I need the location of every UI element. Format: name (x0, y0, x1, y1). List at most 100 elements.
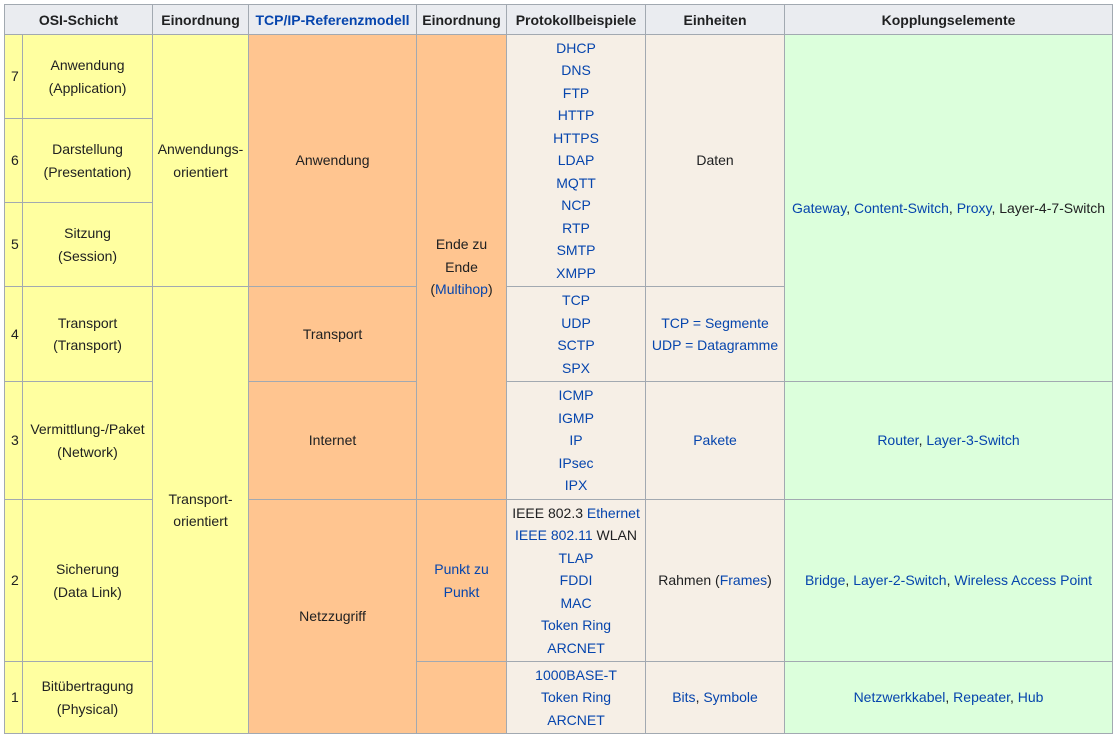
layer-name-en: (Presentation) (43, 163, 132, 180)
header-einheiten[interactable]: Einheiten (645, 4, 786, 35)
einordnung-anwendung: Anwendungs- orientiert (152, 34, 250, 287)
coupling-text: Layer-4-7-Switch (999, 199, 1106, 216)
protocol-link[interactable]: Ethernet (586, 504, 640, 521)
coupling-physical: Netzwerkkabel, Repeater, Hub (784, 661, 1114, 734)
unit-link[interactable]: Frames (719, 572, 768, 589)
unit-text: ) (767, 572, 772, 589)
protocol-link[interactable]: RTP (562, 219, 590, 236)
protocol-link[interactable]: TLAP (558, 549, 594, 566)
unit-link[interactable]: TCP = Segmente (661, 314, 769, 331)
einordnung2-text: Ende zu (435, 236, 488, 253)
protocol-link[interactable]: HTTP (557, 107, 595, 124)
layer-name: Vermittlung-/Paket (30, 421, 145, 437)
header-tcpip[interactable]: TCP/IP-Referenzmodell (248, 4, 418, 35)
header-row: OSI-Schicht Einordnung TCP/IP-Referenzmo… (3, 4, 1114, 35)
layer-name: Transport (57, 314, 118, 331)
protocol-link[interactable]: SCTP (557, 337, 595, 353)
coupling-link-layer: Bridge, Layer-2-Switch, Wireless Access … (784, 499, 1114, 662)
protocol-text: IEEE 802.3 (512, 504, 587, 521)
protocol-link[interactable]: FDDI (559, 572, 593, 589)
table-row: 6 Darstellung (Presentation) (4, 118, 1113, 203)
protocol-link[interactable]: LDAP (557, 152, 595, 169)
punkt-zu-punkt-link[interactable]: Punkt zu (434, 561, 489, 577)
unit-text: Rahmen ( (658, 572, 720, 589)
protocol-link[interactable]: TCP (562, 292, 591, 308)
separator: , (991, 199, 1000, 216)
protocol-link[interactable]: UDP (561, 314, 591, 331)
osi-layer-cell: Darstellung (Presentation) (21, 118, 154, 203)
protocol-link[interactable]: FTP (562, 84, 590, 101)
protocol-link[interactable]: IPsec (558, 454, 594, 471)
coupling-link[interactable]: Netzwerkkabel (853, 689, 946, 706)
coupling-link[interactable]: Wireless Access Point (954, 572, 1093, 589)
einordnung-punkt-zu-punkt-continued (416, 661, 508, 734)
unit-link[interactable]: Pakete (693, 432, 737, 449)
protocol-link[interactable]: SPX (562, 359, 591, 376)
coupling-link[interactable]: Bridge (804, 572, 846, 589)
layer-number: 5 (4, 202, 23, 287)
protocol-link[interactable]: IP (569, 432, 583, 449)
header-protokolle[interactable]: Protokollbeispiele (506, 4, 647, 35)
unit-link[interactable]: Symbole (703, 689, 758, 706)
unit-daten: Daten (645, 34, 786, 287)
header-einordnung[interactable]: Einordnung (152, 4, 250, 35)
protocol-link[interactable]: ARCNET (547, 639, 605, 656)
einordnung-punkt-zu-punkt: Punkt zu Punkt (416, 499, 508, 662)
coupling-link[interactable]: Hub (1017, 689, 1044, 706)
layer-name: Bitübertragung (41, 678, 134, 694)
coupling-upper: Gateway, Content-Switch, Proxy, Layer-4-… (784, 34, 1114, 382)
layer-name-en: (Session) (57, 247, 118, 264)
unit-link[interactable]: Bits (672, 689, 696, 706)
protocol-link[interactable]: MQTT (556, 174, 596, 191)
coupling-link[interactable]: Content-Switch (853, 199, 949, 216)
protocol-link[interactable]: Token Ring (540, 617, 612, 634)
einordnung2-text: Ende (445, 258, 478, 275)
unit-rahmen: Rahmen (Frames) (645, 499, 786, 662)
coupling-link[interactable]: Router (877, 432, 919, 449)
tcpip-link[interactable]: TCP/IP-Referenzmodell (255, 11, 410, 28)
protocol-link[interactable]: NCP (561, 197, 591, 214)
coupling-link[interactable]: Layer-2-Switch (853, 572, 947, 589)
protocol-link[interactable]: MAC (560, 594, 592, 611)
coupling-link[interactable]: Gateway (791, 199, 847, 216)
einordnung-text: Anwendungs- (157, 141, 244, 157)
unit-pakete: Pakete (645, 381, 786, 500)
unit-bits: Bits, Symbole (645, 661, 786, 734)
protocol-link[interactable]: Token Ring (540, 689, 612, 706)
coupling-link[interactable]: Proxy (956, 199, 992, 216)
protocol-link[interactable]: ARCNET (547, 711, 605, 728)
protocol-link[interactable]: IEEE 802.11 (515, 527, 593, 544)
coupling-link[interactable]: Repeater (953, 689, 1010, 706)
layer-number: 1 (4, 661, 23, 734)
einordnung-text: orientiert (173, 163, 228, 180)
header-einordnung-2[interactable]: Einordnung (416, 4, 508, 35)
separator: , (1010, 689, 1018, 706)
multihop-link[interactable]: Multihop (435, 281, 488, 298)
protocol-link[interactable]: HTTPS (553, 129, 599, 146)
coupling-link[interactable]: Layer-3-Switch (926, 432, 1020, 449)
punkt-zu-punkt-link[interactable]: Punkt (443, 583, 480, 600)
protocol-link[interactable]: DNS (561, 62, 591, 79)
protocol-link[interactable]: IPX (564, 477, 588, 494)
header-kopplung[interactable]: Kopplungselemente (784, 4, 1114, 35)
protocol-link[interactable]: IGMP (558, 409, 594, 426)
separator: , (695, 689, 704, 706)
tcpip-anwendung: Anwendung (248, 34, 418, 287)
protocol-text: WLAN (592, 527, 637, 544)
table-row: 2 Sicherung (Data Link) Netzzugriff Punk… (4, 499, 1114, 734)
unit-link[interactable]: UDP = Datagramme (651, 337, 779, 353)
layer-name: Darstellung (52, 141, 123, 157)
protocol-link[interactable]: 1000BASE-T (535, 666, 617, 683)
layer-name-en: (Application) (48, 79, 127, 96)
protocol-link[interactable]: ICMP (558, 387, 594, 404)
separator: , (918, 432, 927, 449)
osi-layer-cell: Bitübertragung (Physical) (21, 661, 154, 734)
tcpip-netzzugriff: Netzzugriff (248, 499, 418, 734)
protocols-link: IEEE 802.3 Ethernet IEEE 802.11 WLAN TLA… (506, 499, 647, 662)
protocol-link[interactable]: SMTP (556, 242, 596, 259)
protocol-line: IEEE 802.11 WLAN (511, 524, 641, 547)
einordnung-transport: Transport- orientiert (152, 286, 250, 734)
protocol-link[interactable]: DHCP (556, 39, 596, 56)
protocol-link[interactable]: XMPP (556, 264, 596, 281)
header-osi[interactable]: OSI-Schicht (3, 4, 154, 35)
